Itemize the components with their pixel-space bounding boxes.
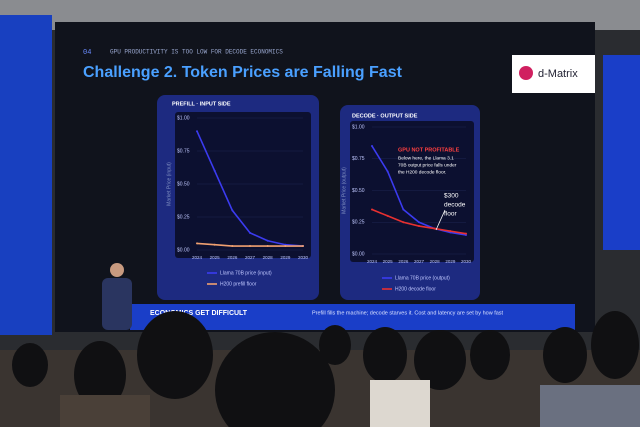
- legend-label: H200 decode floor: [395, 286, 436, 292]
- legend-label: Llama 70B price (input): [220, 270, 272, 276]
- floor-note: $300: [444, 193, 459, 200]
- floor-note: decode: [444, 202, 466, 209]
- data-point: [386, 170, 389, 173]
- data-point: [266, 245, 269, 248]
- y-tick-label: $0.25: [352, 220, 365, 226]
- data-point: [231, 209, 234, 212]
- x-tick-label: 2026: [398, 259, 409, 264]
- y-tick-label: $1.00: [352, 124, 365, 130]
- x-tick-label: 2028: [430, 259, 441, 264]
- logo-icon: [519, 66, 533, 80]
- floor-note: floor: [444, 211, 457, 218]
- data-point: [266, 239, 269, 242]
- legend-label: H200 prefill floor: [220, 281, 257, 287]
- y-tick-label: $0.75: [177, 148, 190, 154]
- y-axis-label: Market Price (input): [166, 162, 172, 206]
- data-point: [465, 232, 467, 235]
- annotation-line: Below here, the Llama 3.1: [398, 155, 454, 161]
- data-point: [196, 130, 198, 133]
- data-point: [302, 245, 304, 248]
- data-point: [418, 221, 420, 224]
- x-tick-label: 2027: [245, 255, 256, 260]
- data-point: [371, 208, 373, 211]
- legend-label: Llama 70B price (output): [395, 275, 450, 281]
- y-tick-label: $0.25: [177, 214, 190, 220]
- data-point: [418, 225, 420, 228]
- y-tick-label: $0.75: [352, 156, 365, 162]
- kicker: GPU PRODUCTIVITY IS TOO LOW FOR DECODE E…: [110, 49, 283, 56]
- x-tick-label: 2024: [192, 255, 203, 260]
- y-tick-label: $0.50: [177, 181, 190, 187]
- data-point: [402, 208, 405, 211]
- data-point: [433, 227, 436, 230]
- banner-text: Prefill fills the machine; decode starve…: [312, 310, 504, 316]
- data-point: [231, 245, 234, 248]
- annotation-line: the H200 decode floor.: [398, 169, 446, 175]
- data-point: [386, 214, 389, 217]
- slide-title: Challenge 2. Token Prices are Falling Fa…: [83, 64, 403, 81]
- y-tick-label: $0.00: [352, 251, 365, 257]
- data-point: [213, 243, 216, 246]
- data-point: [249, 231, 251, 234]
- annotation-arrow: [435, 209, 446, 231]
- x-tick-label: 2024: [367, 259, 378, 264]
- speaker: [102, 263, 132, 330]
- banner-heading: ECONOMICS GET DIFFICULT: [150, 310, 248, 317]
- y-tick-label: $0.50: [352, 188, 365, 194]
- x-tick-label: 2026: [227, 255, 238, 260]
- x-tick-label: 2030: [298, 255, 309, 260]
- y-axis-label: Market Price (output): [341, 167, 347, 214]
- x-tick-label: 2025: [210, 255, 221, 260]
- kicker-number: 04: [83, 49, 91, 57]
- x-tick-label: 2028: [263, 255, 274, 260]
- data-point: [402, 221, 405, 224]
- side-screen-right: [603, 55, 640, 250]
- x-tick-label: 2027: [414, 259, 425, 264]
- data-point: [213, 169, 216, 172]
- annotation-title: GPU NOT PROFITABLE: [398, 147, 460, 153]
- chart-title: DECODE · OUTPUT SIDE: [352, 113, 418, 119]
- data-point: [196, 242, 198, 245]
- x-tick-label: 2030: [461, 259, 472, 264]
- data-point: [371, 145, 373, 148]
- logo: d-Matrix: [538, 68, 578, 80]
- y-tick-label: $0.00: [177, 247, 190, 253]
- banner: [130, 304, 575, 330]
- plot-area: [350, 121, 474, 262]
- annotation-line: 70B output price falls under: [398, 162, 457, 168]
- x-tick-label: 2029: [280, 255, 291, 260]
- slide: [55, 22, 595, 332]
- y-tick-label: $1.00: [177, 115, 190, 121]
- chart-title: PREFILL · INPUT SIDE: [172, 101, 231, 107]
- data-point: [249, 245, 251, 248]
- data-point: [449, 230, 452, 233]
- plot-area: [175, 112, 311, 258]
- x-tick-label: 2025: [383, 259, 394, 264]
- x-tick-label: 2029: [445, 259, 456, 264]
- data-point: [284, 245, 287, 248]
- audience: [0, 311, 640, 427]
- side-screen-left: [0, 15, 52, 335]
